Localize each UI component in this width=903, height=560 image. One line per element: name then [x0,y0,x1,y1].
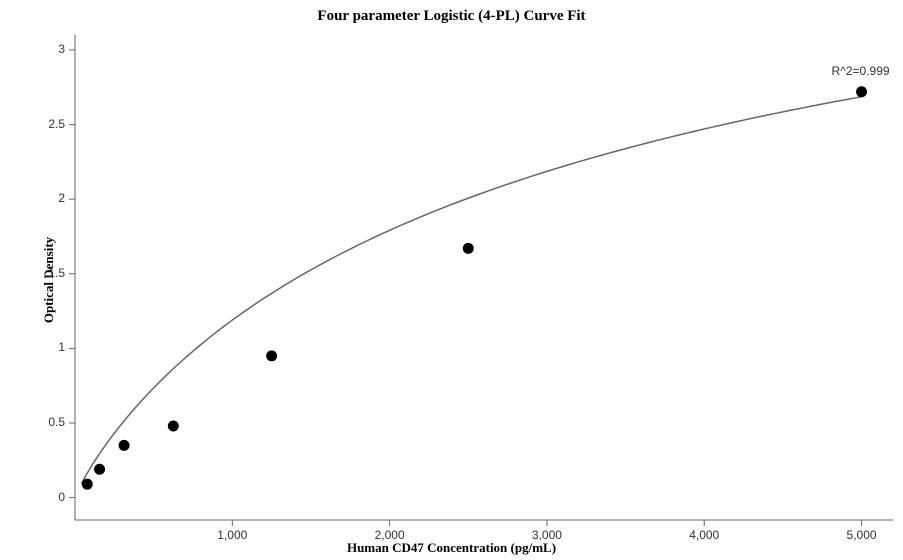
y-tick-label: 3 [27,42,65,56]
y-tick-label: 2 [27,191,65,205]
chart-container: Four parameter Logistic (4-PL) Curve Fit… [0,0,903,560]
r-squared-annotation: R^2=0.999 [832,64,890,78]
y-tick-label: 0 [27,490,65,504]
data-point [857,87,867,97]
x-tick-label: 5,000 [832,528,892,542]
x-tick-label: 2,000 [360,528,420,542]
plot-svg [0,0,903,560]
y-tick-label: 1 [27,340,65,354]
data-point [168,421,178,431]
data-point [82,479,92,489]
x-tick-label: 3,000 [517,528,577,542]
y-tick-label: 0.5 [27,415,65,429]
data-point [95,464,105,474]
fit-curve [81,97,861,484]
data-point [267,351,277,361]
y-tick-label: 2.5 [27,117,65,131]
data-point [119,440,129,450]
y-tick-label: 1.5 [27,266,65,280]
x-tick-label: 1,000 [202,528,262,542]
data-point [463,243,473,253]
x-tick-label: 4,000 [674,528,734,542]
